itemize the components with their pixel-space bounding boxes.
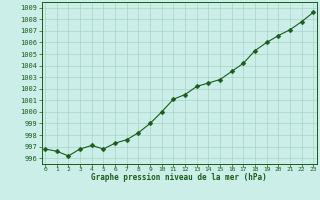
X-axis label: Graphe pression niveau de la mer (hPa): Graphe pression niveau de la mer (hPa)	[91, 173, 267, 182]
